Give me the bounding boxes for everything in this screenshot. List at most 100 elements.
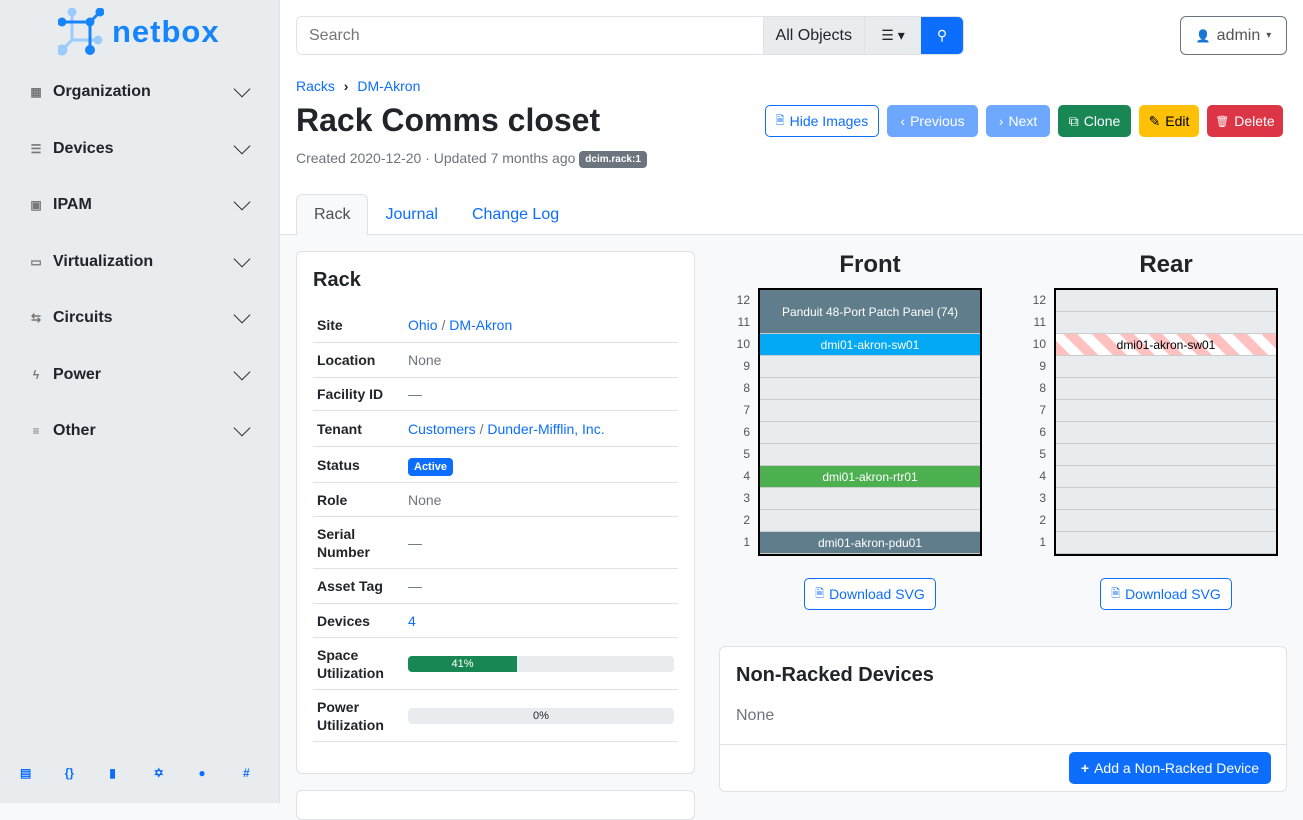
- unit-number: 10: [736, 337, 750, 351]
- clone-button[interactable]: ⧉ Clone: [1058, 105, 1131, 137]
- link[interactable]: Customers: [408, 421, 476, 437]
- filter-dropdown[interactable]: ☰ ▾: [864, 17, 921, 54]
- rack-rear: dmi01-akron-sw01: [1054, 288, 1278, 556]
- add-non-racked-device-button[interactable]: + Add a Non-Racked Device: [1069, 752, 1271, 784]
- plus-icon: +: [1080, 760, 1090, 776]
- slack-icon[interactable]: #: [243, 766, 250, 780]
- tab-change-log[interactable]: Change Log: [471, 205, 560, 223]
- chevron-down-icon: [233, 363, 251, 380]
- previous-button[interactable]: ‹ Previous: [887, 105, 978, 137]
- empty-slot[interactable]: [760, 400, 980, 422]
- row-facility-id: Facility ID —: [313, 377, 678, 411]
- sidebar-item-organization[interactable]: ▦ Organization: [28, 77, 252, 107]
- tab-journal[interactable]: Journal: [385, 205, 438, 223]
- non-racked-value: None: [736, 707, 775, 724]
- sidebar-item-ipam[interactable]: ▣ IPAM: [28, 190, 252, 220]
- empty-slot[interactable]: [1056, 532, 1276, 554]
- empty-slot[interactable]: [760, 488, 980, 510]
- netbox-logo[interactable]: netbox: [58, 8, 220, 56]
- filter-icon: ☰ ▾: [881, 27, 905, 43]
- edit-label: Edit: [1165, 113, 1190, 129]
- delete-button[interactable]: 🗑 Delete: [1207, 105, 1283, 137]
- row-tenant: Tenant Customers / Dunder-Mifflin, Inc.: [313, 412, 678, 447]
- chevron-down-icon: [233, 306, 251, 324]
- empty-slot[interactable]: [1056, 290, 1276, 312]
- download-front-svg-button[interactable]: 🗎 Download SVG: [804, 578, 936, 610]
- row-space-utilization: Space Utilization 41%: [313, 638, 678, 690]
- rack-device[interactable]: Panduit 48-Port Patch Panel (74): [760, 290, 980, 334]
- tab-rack[interactable]: Rack: [296, 194, 369, 235]
- empty-slot[interactable]: [1056, 312, 1276, 334]
- link[interactable]: Dunder-Mifflin, Inc.: [487, 421, 605, 437]
- sidebar-item-virtualization[interactable]: ▭ Virtualization: [28, 247, 252, 277]
- row-label: Power Utilization: [317, 698, 384, 733]
- object-type-select[interactable]: All Objects: [762, 17, 864, 54]
- empty-slot[interactable]: [1056, 400, 1276, 422]
- separator: /: [475, 421, 488, 437]
- file-image-icon: 🗎: [775, 114, 785, 127]
- progress-label: 0%: [533, 709, 549, 722]
- github-icon[interactable]: ●: [198, 766, 206, 780]
- breadcrumb-site[interactable]: DM-Akron: [357, 78, 421, 94]
- row-label: Site: [317, 317, 343, 333]
- rack-device[interactable]: dmi01-akron-rtr01: [760, 466, 980, 488]
- user-icon: 👤: [1195, 28, 1211, 43]
- empty-slot[interactable]: [760, 356, 980, 378]
- object-meta: Created 2020-12-20 · Updated 7 months ag…: [296, 150, 647, 168]
- book-icon[interactable]: ▤: [20, 766, 32, 780]
- empty-slot[interactable]: [1056, 488, 1276, 510]
- search-bar: All Objects ☰ ▾ ⚲: [296, 16, 964, 55]
- api-icon[interactable]: {}: [64, 766, 74, 780]
- trash-icon: 🗑: [1215, 115, 1230, 128]
- empty-slot[interactable]: [1056, 356, 1276, 378]
- user-menu[interactable]: 👤 admin ▾: [1180, 16, 1287, 55]
- rack-device[interactable]: dmi01-akron-pdu01: [760, 532, 980, 554]
- docs-icon[interactable]: ▮: [109, 766, 116, 780]
- value: None: [408, 491, 442, 508]
- unit-number: 12: [736, 293, 750, 307]
- sidebar-item-label: Circuits: [53, 309, 113, 326]
- empty-slot[interactable]: [1056, 444, 1276, 466]
- download-label: Download SVG: [1125, 586, 1221, 602]
- pencil-icon: ✎: [1148, 112, 1161, 129]
- empty-slot[interactable]: [760, 444, 980, 466]
- caret-icon: ▾: [1266, 30, 1272, 41]
- sidebar-item-label: IPAM: [53, 196, 92, 213]
- empty-slot[interactable]: [760, 510, 980, 532]
- breadcrumb-racks[interactable]: Racks: [296, 78, 335, 94]
- row-label: Role: [317, 491, 348, 508]
- row-asset-tag: Asset Tag —: [313, 569, 678, 604]
- sidebar-item-circuits[interactable]: ⇆ Circuits: [28, 303, 252, 333]
- next-label: Next: [1008, 113, 1038, 129]
- hide-images-button[interactable]: 🗎 Hide Images: [765, 105, 879, 137]
- rack-device[interactable]: dmi01-akron-sw01: [760, 334, 980, 356]
- sidebar-item-other[interactable]: ≡ Other: [28, 416, 252, 446]
- empty-slot[interactable]: [760, 422, 980, 444]
- empty-slot[interactable]: [1056, 422, 1276, 444]
- sidebar-item-power[interactable]: ϟ Power: [28, 360, 252, 390]
- row-label: Tenant: [317, 421, 362, 437]
- search-icon: ⚲: [936, 27, 948, 43]
- empty-slot[interactable]: [1056, 510, 1276, 532]
- edit-button[interactable]: ✎ Edit: [1139, 105, 1199, 137]
- unit-number: 4: [1039, 469, 1046, 483]
- delete-label: Delete: [1234, 113, 1275, 129]
- empty-slot[interactable]: [1056, 466, 1276, 488]
- row-power-utilization: Power Utilization 0%: [313, 690, 678, 742]
- next-button[interactable]: › Next: [986, 105, 1050, 137]
- empty-slot[interactable]: [760, 378, 980, 400]
- non-racked-card: Non-Racked Devices None + Add a Non-Racke…: [719, 646, 1287, 792]
- rack-device[interactable]: dmi01-akron-sw01: [1056, 334, 1276, 356]
- graphql-icon[interactable]: ✡: [153, 766, 164, 780]
- link[interactable]: DM-Akron: [449, 317, 513, 333]
- search-button[interactable]: ⚲: [921, 17, 963, 54]
- devices-count-link[interactable]: 4: [408, 612, 416, 629]
- link[interactable]: Ohio: [408, 317, 438, 333]
- download-rear-svg-button[interactable]: 🗎 Download SVG: [1100, 578, 1232, 610]
- search-input[interactable]: [297, 17, 763, 54]
- empty-slot[interactable]: [1056, 378, 1276, 400]
- page-title: Rack Comms closet: [296, 102, 601, 138]
- unit-number: 4: [743, 469, 750, 483]
- sidebar-item-label: Other: [53, 422, 96, 439]
- sidebar-item-devices[interactable]: ☰ Devices: [28, 134, 252, 164]
